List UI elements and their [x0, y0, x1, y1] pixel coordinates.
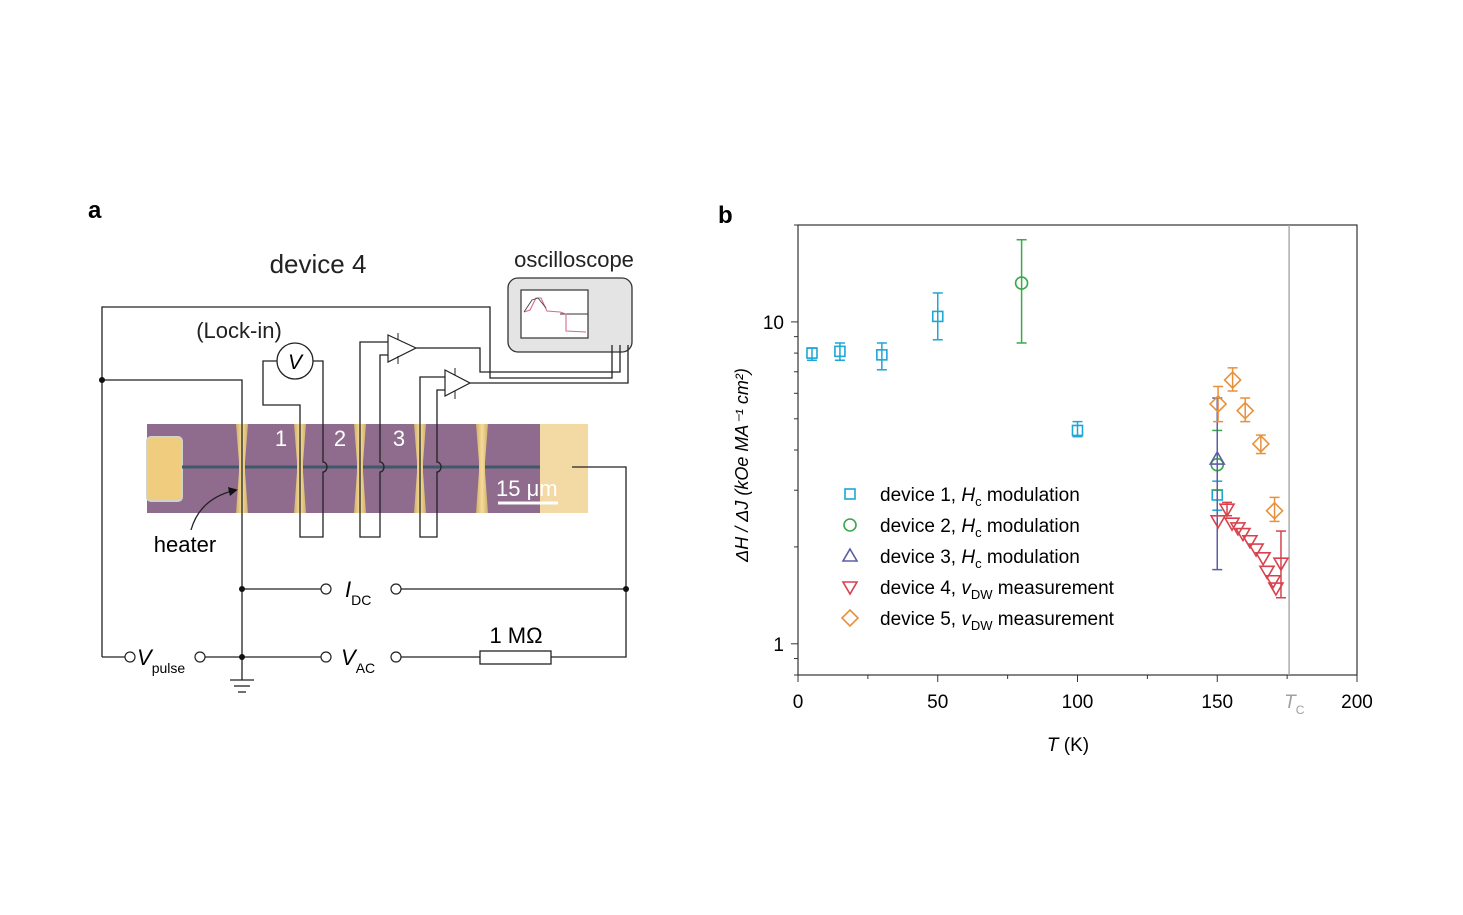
series-device-5 [1208, 367, 1284, 523]
data-point [1258, 565, 1276, 580]
vac-label: VAC [341, 645, 375, 676]
data-point [931, 310, 944, 323]
legend-marker [841, 547, 859, 562]
data-point [806, 347, 818, 359]
device-title: device 4 [270, 249, 367, 279]
y-tick-label: 10 [763, 313, 784, 334]
device-micrograph: 1 2 3 15 μm [146, 424, 588, 513]
legend-label: device 3, Hc modulation [880, 547, 1080, 571]
terminals [124, 583, 402, 663]
legend-item-device-3: device 3, Hc modulation [841, 547, 1080, 571]
x-tick-label: 0 [793, 692, 804, 713]
x-tick-label: 50 [927, 692, 948, 713]
heater-label: heater [154, 532, 216, 557]
scale-bar-label: 15 μm [496, 476, 558, 501]
data-point [1247, 543, 1265, 558]
amplifier-1-icon [387, 333, 418, 364]
series-device-3 [1208, 397, 1226, 571]
legend-marker [841, 581, 859, 596]
legend-item-device-4: device 4, vDW measurement [841, 578, 1115, 602]
legend-item-device-1: device 1, Hc modulation [844, 485, 1080, 509]
idc-label: IDC [345, 577, 371, 608]
amplifier-2-icon [444, 368, 472, 399]
data-point [1234, 527, 1252, 543]
data-point [1251, 434, 1270, 453]
data-point [1208, 450, 1226, 465]
legend-label: device 2, Hc modulation [880, 516, 1080, 540]
contact-label-3: 3 [393, 426, 405, 451]
data-point [1229, 522, 1247, 537]
plot-frame [797, 224, 1358, 676]
x-tick-label: 100 [1062, 692, 1094, 713]
series-device-2 [1014, 238, 1225, 491]
legend-label: device 5, vDW measurement [880, 609, 1115, 633]
panel-a-label: a [88, 197, 102, 224]
data-point [1014, 276, 1029, 290]
legend-marker [844, 488, 856, 500]
circuit-wires [99, 306, 629, 680]
data-point [1236, 401, 1255, 420]
data-point [1223, 370, 1242, 390]
oscilloscope-icon [507, 277, 633, 353]
data-point [1071, 424, 1084, 437]
x-axis-label: T (K) [1047, 735, 1089, 756]
x-tick-label: 150 [1201, 692, 1233, 713]
lockin-label: (Lock-in) [196, 318, 282, 343]
legend-item-device-5: device 5, vDW measurement [840, 608, 1115, 633]
data-point [1223, 517, 1241, 532]
data-point [1241, 534, 1259, 550]
data-point [834, 345, 846, 358]
legend-label: device 4, vDW measurement [880, 578, 1115, 602]
data-point [876, 349, 888, 361]
data-point [1254, 552, 1272, 567]
voltmeter-icon: V [276, 342, 314, 380]
series-device-1 [806, 292, 1224, 511]
data-point [1210, 457, 1225, 472]
ground-icon [230, 679, 254, 693]
legend-item-device-2: device 2, Hc modulation [843, 516, 1080, 540]
data-point [1272, 557, 1290, 572]
vpulse-label: Vpulse [137, 645, 185, 676]
tc-label: TC [1284, 692, 1305, 717]
data-point [1265, 501, 1284, 520]
contact-label-2: 2 [334, 426, 346, 451]
y-axis-label: ΔH / ΔJ (kOe MA⁻¹ cm²) [732, 368, 752, 563]
resistor-label: 1 MΩ [489, 623, 542, 648]
data-point [1211, 489, 1224, 501]
legend-marker [840, 608, 860, 628]
legend-marker [843, 518, 857, 532]
oscilloscope-label: oscilloscope [514, 247, 634, 272]
data-point [1209, 515, 1227, 530]
data-point [1264, 574, 1282, 590]
series-device-4 [1209, 501, 1290, 599]
panel-a-circuit-diagram: a device 4 (Lock-in) oscilloscope 1 2 3 … [88, 197, 634, 693]
contact-label-1: 1 [275, 426, 287, 451]
data-point [1208, 394, 1228, 414]
data-point [1267, 582, 1285, 597]
svg-text:V: V [288, 351, 304, 374]
data-point [1218, 503, 1236, 518]
resistor-icon [479, 650, 552, 665]
y-tick-label: 1 [773, 635, 784, 656]
x-tick-label: 200 [1341, 692, 1373, 713]
legend-label: device 1, Hc modulation [880, 485, 1080, 509]
